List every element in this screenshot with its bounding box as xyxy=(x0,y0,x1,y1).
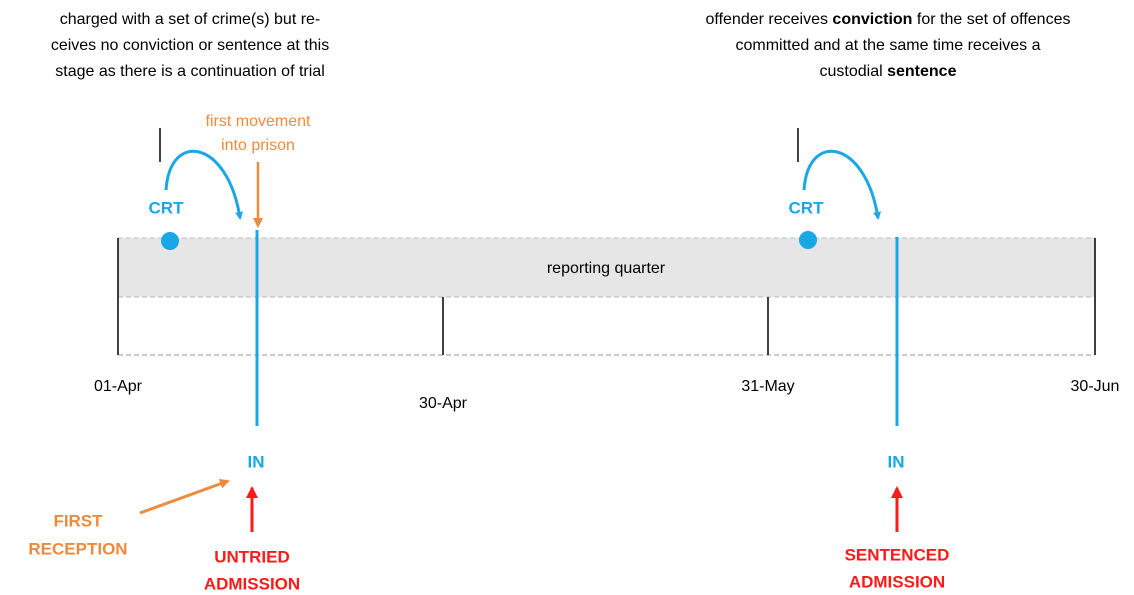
note-line: ceives no conviction or sentence at this xyxy=(51,37,329,54)
t: sentence xyxy=(887,63,956,80)
date: 30-Jun xyxy=(1071,378,1120,395)
note-line: charged with a set of crime(s) but re- xyxy=(60,11,321,28)
date: 01-Apr xyxy=(94,378,143,395)
annotation: first movement xyxy=(206,113,311,130)
note-line: committed and at the same time receives … xyxy=(735,37,1040,54)
arrow xyxy=(802,149,882,220)
band-label: reporting quarter xyxy=(547,260,666,277)
court-label: CRT xyxy=(789,198,825,217)
court-dot xyxy=(161,232,179,250)
note-line: custodial sentence xyxy=(820,63,957,80)
court-label: CRT xyxy=(149,198,185,217)
in-label: IN xyxy=(248,452,265,471)
t: offender receives xyxy=(706,11,833,28)
note-line: stage as there is a continuation of tria… xyxy=(55,63,325,80)
arrow xyxy=(139,479,230,515)
arrow xyxy=(164,149,244,220)
label: FIRST xyxy=(53,511,103,530)
label: RECEPTION xyxy=(28,539,127,558)
label: ADMISSION xyxy=(849,572,945,591)
t: conviction xyxy=(832,11,912,28)
annotation: into prison xyxy=(221,137,295,154)
date-ticks xyxy=(117,128,1096,355)
t: for the set of offences xyxy=(912,11,1070,28)
reporting-band xyxy=(117,237,1096,298)
t: custodial xyxy=(820,63,888,80)
label: ADMISSION xyxy=(204,574,300,593)
label: UNTRIED xyxy=(214,547,290,566)
note-line: offender receives conviction for the set… xyxy=(706,11,1071,28)
court-dot xyxy=(799,231,817,249)
label: SENTENCED xyxy=(845,545,950,564)
date: 30-Apr xyxy=(419,395,468,412)
date: 31-May xyxy=(741,378,794,395)
in-label: IN xyxy=(888,452,905,471)
